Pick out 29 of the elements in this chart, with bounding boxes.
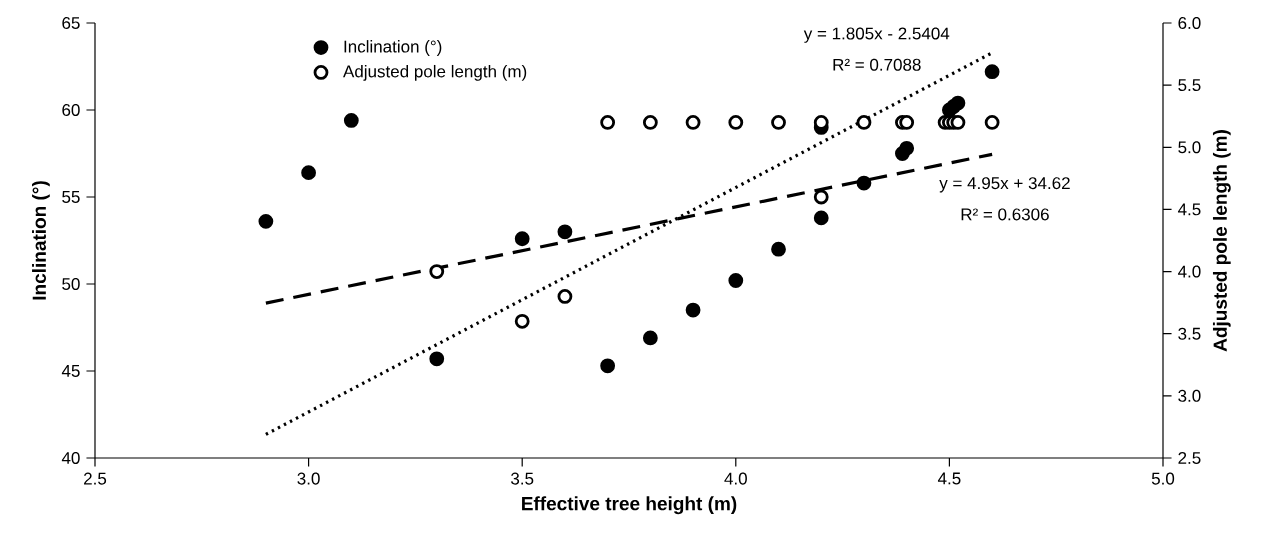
y2-tick-label: 4.5 bbox=[1177, 203, 1201, 216]
x-tick-label: 3.5 bbox=[511, 472, 534, 485]
y-axis-title: Inclination (°) bbox=[32, 181, 50, 300]
x-tick-label: 2.5 bbox=[84, 472, 107, 485]
y2-tick-label: 5.0 bbox=[1178, 141, 1201, 154]
y2-tick-label: 5.5 bbox=[1178, 79, 1201, 92]
x-tick-label: 4.5 bbox=[937, 472, 961, 485]
x-tick-label: 3.0 bbox=[297, 472, 320, 485]
x-tick-label: 5.0 bbox=[1151, 472, 1175, 485]
y-tick-label: 45 bbox=[61, 365, 80, 377]
y2-axis-title: Adjusted pole length (m) bbox=[1212, 130, 1231, 352]
annotation: R² = 0.6306 bbox=[961, 208, 1049, 221]
annotation: y = 4.95x + 34.62 bbox=[939, 177, 1070, 193]
y2-tick-label: 6.0 bbox=[1178, 17, 1201, 30]
y-tick-label: 50 bbox=[62, 278, 80, 291]
annotation: R² = 0.7088 bbox=[833, 58, 921, 71]
x-tick-label: 4.0 bbox=[724, 472, 747, 485]
y-tick-label: 40 bbox=[61, 451, 80, 465]
x-axis-title: Effective tree height (m) bbox=[522, 496, 737, 515]
y2-tick-label: 3.0 bbox=[1178, 389, 1201, 402]
y2-tick-label: 2.5 bbox=[1178, 451, 1201, 465]
y-tick-label: 65 bbox=[62, 16, 80, 30]
legend-label: Inclination (°) bbox=[344, 40, 442, 56]
y-tick-label: 60 bbox=[62, 104, 80, 117]
y-tick-label: 55 bbox=[62, 191, 80, 203]
legend-label: Adjusted pole length (m) bbox=[343, 64, 527, 81]
y2-tick-label: 4.0 bbox=[1177, 265, 1201, 278]
y2-tick-label: 3.5 bbox=[1178, 327, 1201, 340]
annotation: y = 1.805x - 2.5404 bbox=[803, 27, 950, 43]
